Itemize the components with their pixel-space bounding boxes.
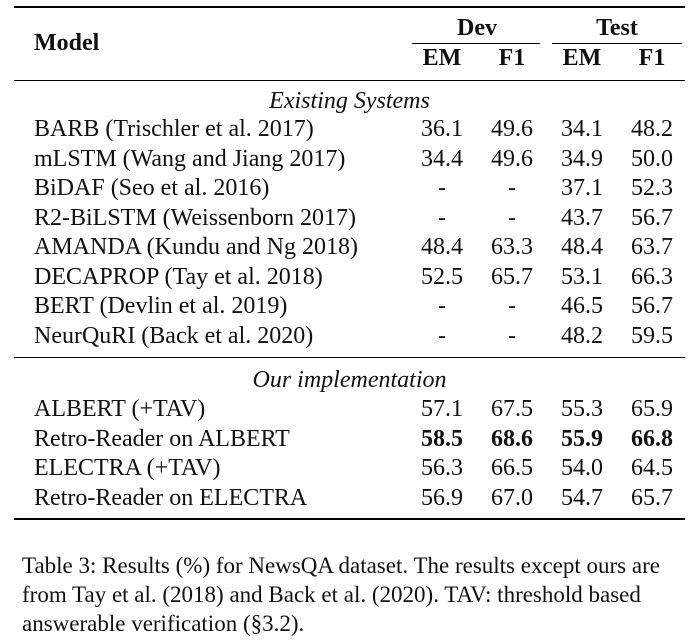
table-row-model: R2-BiLSTM (Weissenborn 2017) (34, 205, 357, 231)
table-cell-test-em: 37.1 (561, 175, 603, 201)
table-cell-test-f1: 65.7 (631, 485, 673, 511)
table-cell-dev-em: 36.1 (421, 116, 463, 142)
header-dev-f1: F1 (498, 45, 526, 71)
table-cell-test-em: 55.3 (561, 396, 603, 422)
table-cell-dev-f1: - (508, 205, 516, 231)
table-cell-dev-f1: - (508, 323, 516, 349)
table-cell-test-em: 48.4 (561, 234, 603, 260)
table-cell-dev-em: 56.9 (421, 485, 463, 511)
table-cell-dev-em: - (438, 323, 446, 349)
table-cell-dev-em: 57.1 (421, 396, 463, 422)
table-cell-dev-f1: 68.6 (491, 426, 533, 452)
table-cell-dev-em: 58.5 (421, 426, 463, 452)
table-cell-dev-em: 56.3 (421, 455, 463, 481)
table-cell-dev-em: - (438, 175, 446, 201)
table-row-model: BARB (Trischler et al. 2017) (34, 116, 314, 142)
table-row-model: ALBERT (+TAV) (34, 396, 206, 422)
table-cell-test-em: 34.9 (561, 146, 603, 172)
table-cell-test-f1: 48.2 (631, 116, 673, 142)
section-title: Existing Systems (269, 88, 430, 114)
table-row-model: NeurQuRI (Back et al. 2020) (34, 323, 314, 349)
table-row-model: BERT (Devlin et al. 2019) (34, 293, 288, 319)
table-cell-test-em: 46.5 (561, 293, 603, 319)
table-row-model: mLSTM (Wang and Jiang 2017) (34, 146, 346, 172)
table-caption: Table 3: Results (%) for NewsQA dataset.… (22, 553, 660, 636)
table-cell-test-f1: 64.5 (631, 455, 673, 481)
table-cell-test-f1: 52.3 (631, 175, 673, 201)
table-cell-dev-f1: 66.5 (491, 455, 533, 481)
header-test-em: EM (562, 45, 602, 71)
section-title: Our implementation (252, 367, 447, 393)
table-cell-test-f1: 56.7 (631, 205, 673, 231)
table-cell-test-f1: 66.8 (631, 426, 673, 452)
table-cell-dev-f1: - (508, 175, 516, 201)
header-dev: Dev (457, 15, 497, 41)
table-cell-dev-f1: 49.6 (491, 146, 533, 172)
table-cell-test-em: 53.1 (561, 264, 603, 290)
table-row-model: Retro-Reader on ELECTRA (34, 485, 308, 511)
table-cell-test-em: 55.9 (561, 426, 603, 452)
table-cell-dev-em: 34.4 (421, 146, 463, 172)
table-cell-dev-f1: 65.7 (491, 264, 533, 290)
table-row-model: BiDAF (Seo et al. 2016) (34, 175, 270, 201)
table-cell-dev-em: 48.4 (421, 234, 463, 260)
header-model: Model (34, 30, 100, 56)
table-row-model: Retro-Reader on ALBERT (34, 426, 290, 452)
table-cell-dev-f1: 67.0 (491, 485, 533, 511)
table-cell-dev-f1: 63.3 (491, 234, 533, 260)
table-cell-dev-f1: 67.5 (491, 396, 533, 422)
test-cmidrule (552, 43, 682, 44)
header-dev-em: EM (422, 45, 462, 71)
table-cell-test-f1: 66.3 (631, 264, 673, 290)
table-cell-test-f1: 50.0 (631, 146, 673, 172)
table-cell-dev-em: - (438, 205, 446, 231)
table-cell-test-em: 48.2 (561, 323, 603, 349)
bottom-rule (14, 518, 685, 520)
top-rule (14, 6, 685, 8)
table-cell-dev-f1: - (508, 293, 516, 319)
table-cell-test-f1: 65.9 (631, 396, 673, 422)
table-row-model: AMANDA (Kundu and Ng 2018) (34, 234, 358, 260)
table-cell-test-em: 43.7 (561, 205, 603, 231)
table-cell-test-em: 34.1 (561, 116, 603, 142)
header-test: Test (596, 15, 638, 41)
table-cell-test-em: 54.7 (561, 485, 603, 511)
table-cell-test-f1: 59.5 (631, 323, 673, 349)
section-rule (14, 357, 685, 358)
table-cell-test-f1: 63.7 (631, 234, 673, 260)
table-row-model: ELECTRA (+TAV) (34, 455, 221, 481)
table-cell-dev-f1: 49.6 (491, 116, 533, 142)
header-rule (14, 80, 685, 81)
table-cell-test-f1: 56.7 (631, 293, 673, 319)
dev-cmidrule (412, 43, 540, 44)
table-cell-dev-em: - (438, 293, 446, 319)
table-cell-test-em: 54.0 (561, 455, 603, 481)
header-test-f1: F1 (638, 45, 666, 71)
table-row-model: DECAPROP (Tay et al. 2018) (34, 264, 323, 290)
table-cell-dev-em: 52.5 (421, 264, 463, 290)
